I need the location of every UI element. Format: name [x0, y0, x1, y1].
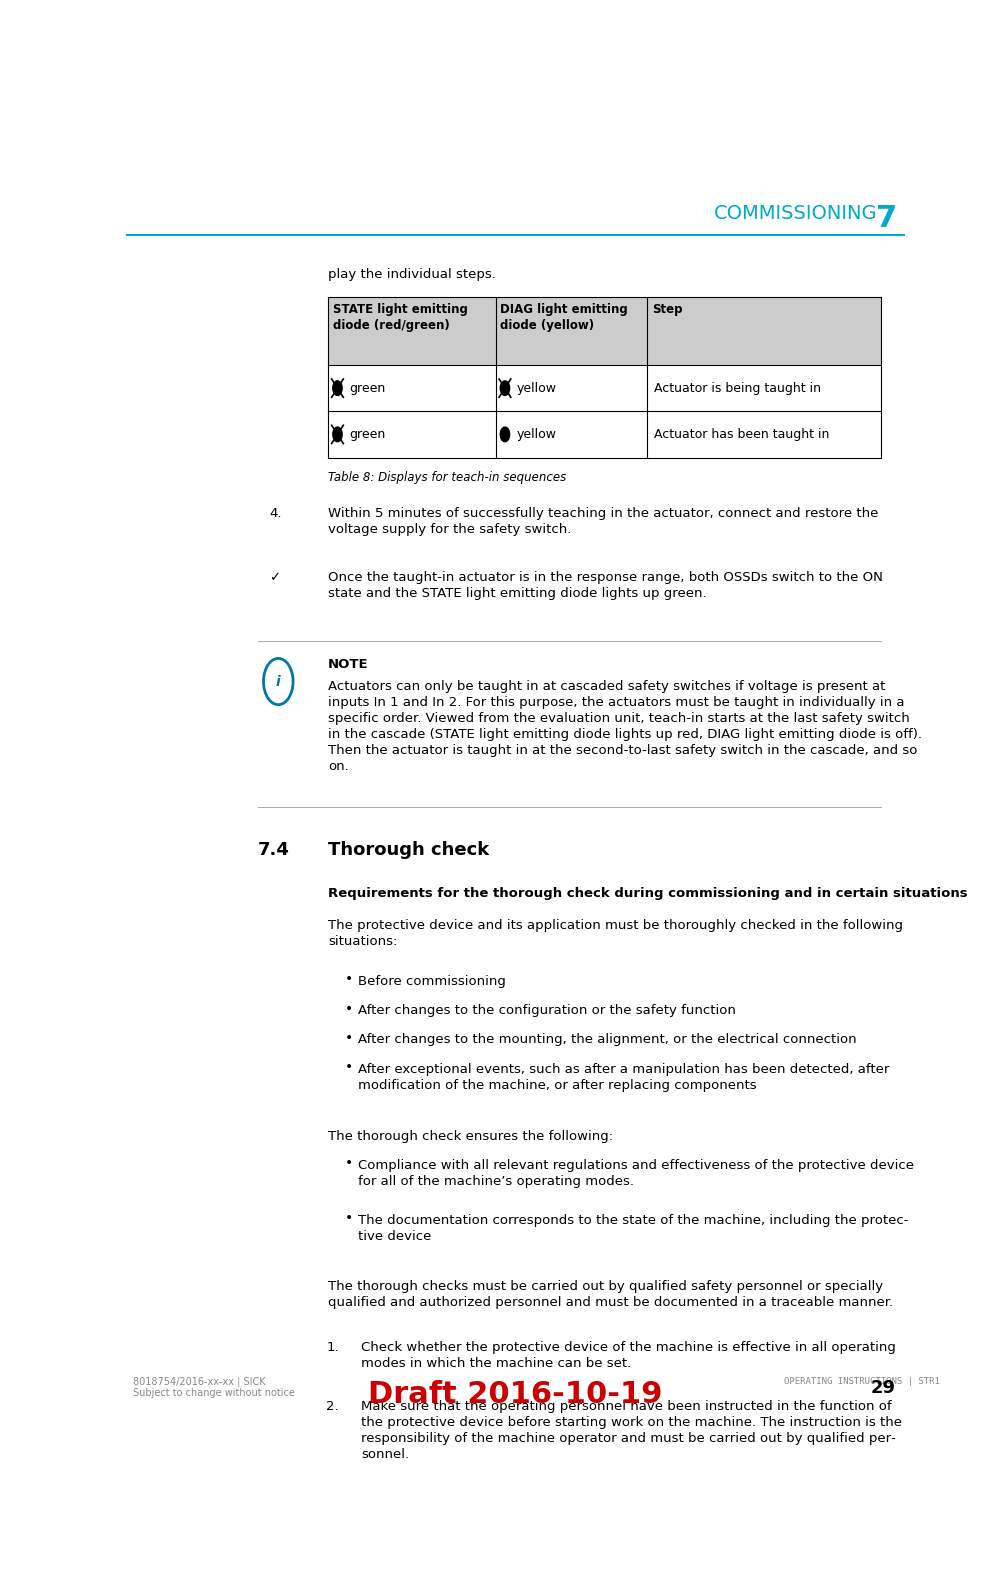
Text: The thorough check ensures the following:: The thorough check ensures the following… [328, 1129, 613, 1143]
Bar [328, 297, 881, 365]
Text: STATE light emitting
diode (red/green): STATE light emitting diode (red/green) [333, 304, 467, 332]
Text: 8018754/2016-xx-xx | SICK: 8018754/2016-xx-xx | SICK [134, 1377, 266, 1387]
Text: 4.: 4. [269, 508, 282, 520]
Text: DIAG light emitting
diode (yellow): DIAG light emitting diode (yellow) [500, 304, 628, 332]
Text: Actuators can only be taught in at cascaded safety switches if voltage is presen: Actuators can only be taught in at casca… [328, 680, 923, 773]
Circle shape [500, 381, 510, 395]
Text: The protective device and its application must be thoroughly checked in the foll: The protective device and its applicatio… [328, 919, 903, 949]
Text: COMMISSIONING: COMMISSIONING [714, 204, 877, 223]
Text: i: i [276, 675, 280, 689]
Text: Draft 2016-10-19: Draft 2016-10-19 [368, 1380, 662, 1409]
Text: Within 5 minutes of successfully teaching in the actuator, connect and restore t: Within 5 minutes of successfully teachin… [328, 508, 878, 536]
Text: Actuator has been taught in: Actuator has been taught in [653, 428, 829, 441]
Text: ✓: ✓ [269, 571, 280, 583]
Text: The documentation corresponds to the state of the machine, including the protec‐: The documentation corresponds to the sta… [358, 1214, 909, 1243]
Text: Check whether the protective device of the machine is effective in all operating: Check whether the protective device of t… [361, 1341, 895, 1371]
Text: The thorough checks must be carried out by qualified safety personnel or special: The thorough checks must be carried out … [328, 1281, 893, 1309]
Text: Before commissioning: Before commissioning [358, 975, 506, 988]
Text: Subject to change without notice: Subject to change without notice [134, 1388, 295, 1398]
Circle shape [333, 427, 342, 441]
Text: •: • [346, 1002, 354, 1015]
Text: Step: Step [652, 304, 682, 316]
Text: 29: 29 [870, 1379, 895, 1398]
Text: green: green [349, 381, 385, 395]
Circle shape [263, 658, 293, 705]
Circle shape [500, 427, 510, 441]
Text: After exceptional events, such as after a manipulation has been detected, after
: After exceptional events, such as after … [358, 1062, 889, 1091]
Circle shape [333, 381, 342, 395]
Bar [328, 365, 881, 411]
Text: play the individual steps.: play the individual steps. [328, 267, 496, 281]
Text: •: • [346, 1061, 354, 1073]
Text: Make sure that the operating personnel have been instructed in the function of
t: Make sure that the operating personnel h… [361, 1399, 901, 1461]
Text: Thorough check: Thorough check [328, 841, 489, 858]
Text: 7: 7 [875, 204, 896, 234]
Text: Actuator is being taught in: Actuator is being taught in [653, 381, 821, 395]
Text: NOTE: NOTE [328, 658, 369, 672]
Bar [328, 411, 881, 457]
Text: 2.: 2. [327, 1399, 339, 1413]
Text: •: • [346, 1031, 354, 1045]
Text: yellow: yellow [517, 428, 557, 441]
Text: 7.4: 7.4 [258, 841, 289, 858]
Text: Table 8: Displays for teach-in sequences: Table 8: Displays for teach-in sequences [328, 471, 567, 484]
Text: Compliance with all relevant regulations and effectiveness of the protective dev: Compliance with all relevant regulations… [358, 1159, 914, 1187]
Text: After changes to the configuration or the safety function: After changes to the configuration or th… [358, 1004, 736, 1017]
Text: OPERATING INSTRUCTIONS | STR1: OPERATING INSTRUCTIONS | STR1 [784, 1377, 940, 1385]
Text: green: green [349, 428, 385, 441]
Text: Once the taught-in actuator is in the response range, both OSSDs switch to the O: Once the taught-in actuator is in the re… [328, 571, 883, 599]
Text: yellow: yellow [517, 381, 557, 395]
Text: •: • [346, 1156, 354, 1170]
Text: Requirements for the thorough check during commissioning and in certain situatio: Requirements for the thorough check duri… [328, 887, 968, 900]
Text: •: • [346, 972, 354, 987]
Text: 1.: 1. [327, 1341, 339, 1355]
Text: •: • [346, 1211, 354, 1225]
Text: After changes to the mounting, the alignment, or the electrical connection: After changes to the mounting, the align… [358, 1034, 856, 1047]
